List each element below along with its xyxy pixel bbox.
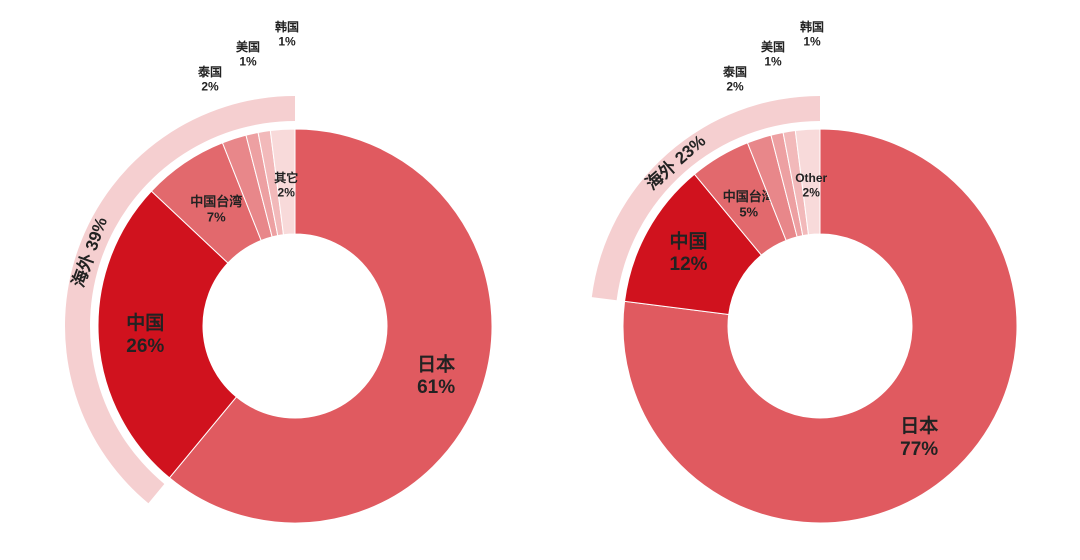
slice-label: 其它 [274,170,298,185]
pie-slice [269,128,296,236]
slice-label: 日本 [417,352,455,375]
value-label: 2% [726,79,744,93]
value-label: 5% [739,205,758,220]
value-label: 2% [803,186,821,200]
slice-label: 泰国 [722,64,747,79]
slice-label: 中国台湾 [723,189,775,204]
value-label: 1% [764,54,782,68]
value-label: 1% [239,54,257,68]
slice-label: 美国 [761,39,785,54]
value-label: 61% [417,377,455,398]
slice-label: Other [795,171,827,185]
value-label: 1% [278,34,296,48]
slice-label: 美国 [236,39,260,54]
pie-slice [622,128,1018,524]
value-label: 7% [207,209,226,224]
slice-label: 日本 [900,414,938,437]
value-label: 12% [670,254,708,275]
slice-label: 中国 [670,229,708,252]
slice-label: 韩国 [800,19,824,34]
slice-label: 韩国 [275,19,299,34]
overseas-band [591,96,820,301]
value-label: 1% [803,34,821,48]
slice-label: 中国台湾 [190,194,242,209]
pie-slice [168,128,493,524]
slice-label: 中国 [126,311,164,334]
overseas-band [65,96,295,504]
value-label: 26% [126,336,164,357]
pie-slice [97,190,238,479]
slice-label: 泰国 [197,64,222,79]
value-label: 77% [900,439,938,460]
value-label: 2% [278,186,296,200]
value-label: 2% [201,79,219,93]
pie-slice [794,128,821,236]
